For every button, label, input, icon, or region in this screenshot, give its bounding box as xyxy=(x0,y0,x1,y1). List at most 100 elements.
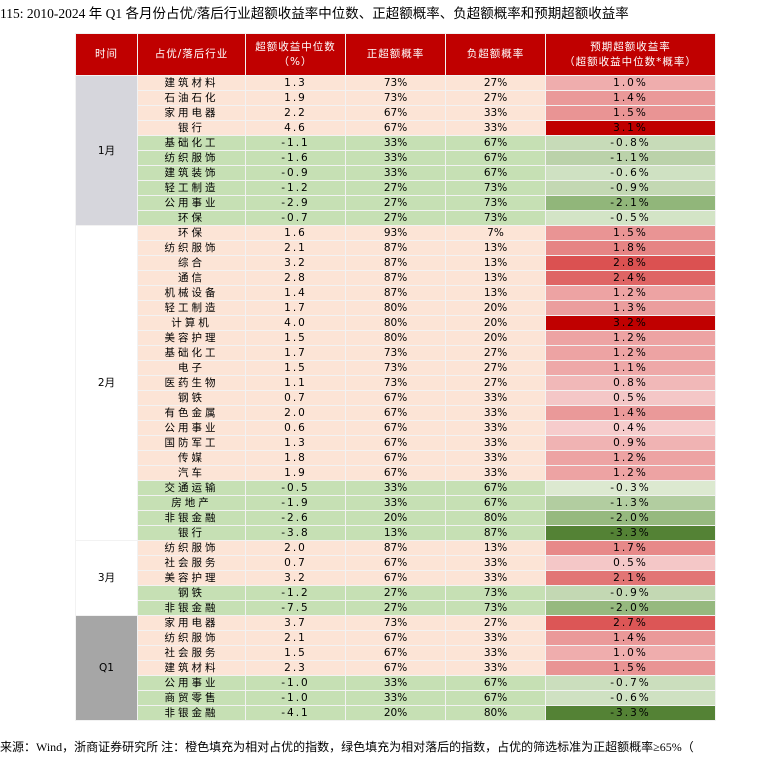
value-cell: 0.8% xyxy=(545,375,716,391)
value-cell: 33% xyxy=(445,450,546,466)
value-cell: 33% xyxy=(345,480,446,496)
industry-cell: 家用电器 xyxy=(137,105,246,121)
value-cell: 3.1% xyxy=(545,120,716,136)
industry-cell: 公用事业 xyxy=(137,675,246,691)
table-row: 公用事业 0.6 67% 33% 0.4% xyxy=(76,420,716,436)
value-cell: -1.1% xyxy=(545,150,716,166)
industry-cell: 美容护理 xyxy=(137,570,246,586)
value-cell: 67% xyxy=(445,480,546,496)
value-cell: 1.6 xyxy=(245,225,346,241)
value-cell: 73% xyxy=(445,210,546,226)
table-row: 银行 -3.8 13% 87% -3.3% xyxy=(76,525,716,541)
value-cell: -1.2 xyxy=(245,180,346,196)
table-row: 环保 -0.7 27% 73% -0.5% xyxy=(76,210,716,226)
table-row: 有色金属 2.0 67% 33% 1.4% xyxy=(76,405,716,421)
industry-cell: 银行 xyxy=(137,525,246,541)
value-cell: 1.1 xyxy=(245,375,346,391)
table-row: 轻工制造 -1.2 27% 73% -0.9% xyxy=(76,180,716,196)
table-row: 社会服务 1.5 67% 33% 1.0% xyxy=(76,645,716,661)
value-cell: -2.9 xyxy=(245,195,346,211)
value-cell: 73% xyxy=(445,585,546,601)
header-line: （超额收益中位数*概率） xyxy=(564,55,697,68)
value-cell: 67% xyxy=(445,165,546,181)
value-cell: 3.2 xyxy=(245,255,346,271)
value-cell: -0.5 xyxy=(245,480,346,496)
table-row: 国防军工 1.3 67% 33% 0.9% xyxy=(76,435,716,451)
value-cell: 33% xyxy=(345,690,446,706)
table-row: 1月 建筑材料 1.3 73% 27% 1.0% xyxy=(75,75,716,226)
value-cell: 1.8 xyxy=(245,450,346,466)
value-cell: 1.4 xyxy=(245,285,346,301)
table-row: 社会服务 0.7 67% 33% 0.5% xyxy=(76,555,716,571)
value-cell: -4.1 xyxy=(245,705,346,721)
value-cell: 67% xyxy=(345,660,446,676)
value-cell: 1.2% xyxy=(545,330,716,346)
value-cell: 1.4% xyxy=(545,90,716,106)
column-header: 时间 xyxy=(75,33,138,76)
value-cell: -0.8% xyxy=(545,135,716,151)
value-cell: 67% xyxy=(445,690,546,706)
value-cell: 67% xyxy=(345,630,446,646)
value-cell: 27% xyxy=(445,90,546,106)
value-cell: 1.5% xyxy=(545,225,716,241)
industry-cell: 环保 xyxy=(137,225,246,241)
value-cell: 33% xyxy=(445,465,546,481)
value-cell: -0.7% xyxy=(545,675,716,691)
value-cell: 73% xyxy=(445,600,546,616)
value-cell: 3.2 xyxy=(245,570,346,586)
value-cell: 80% xyxy=(345,315,446,331)
value-cell: 1.5 xyxy=(245,645,346,661)
value-cell: 33% xyxy=(345,495,446,511)
table-row: 家用电器 2.2 67% 33% 1.5% xyxy=(76,105,716,121)
value-cell: 13% xyxy=(445,270,546,286)
industry-cell: 商贸零售 xyxy=(137,690,246,706)
value-cell: -0.6% xyxy=(545,690,716,706)
value-cell: 13% xyxy=(445,240,546,256)
value-cell: 2.4% xyxy=(545,270,716,286)
value-cell: 33% xyxy=(445,120,546,136)
value-cell: 33% xyxy=(345,150,446,166)
column-header: 预期超额收益率 （超额收益中位数*概率） xyxy=(545,33,716,76)
value-cell: 1.3 xyxy=(245,435,346,451)
value-cell: -0.9% xyxy=(545,585,716,601)
value-cell: 2.7% xyxy=(545,615,716,631)
value-cell: 87% xyxy=(345,540,446,556)
value-cell: 67% xyxy=(345,570,446,586)
data-table: 时间 占优/落后行业 超额收益中位数 （%） 正超额概率 负超额概率 预期超额收益率 （超额收… xyxy=(75,33,716,721)
table-row: 传媒 1.8 67% 33% 1.2% xyxy=(76,450,716,466)
industry-cell: 非银金融 xyxy=(137,600,246,616)
value-cell: 33% xyxy=(345,675,446,691)
value-cell: 13% xyxy=(445,255,546,271)
table-row: 建筑材料 2.3 67% 33% 1.5% xyxy=(76,660,716,676)
value-cell: -0.6% xyxy=(545,165,716,181)
industry-cell: 交通运输 xyxy=(137,480,246,496)
value-cell: 73% xyxy=(445,180,546,196)
industry-cell: 非银金融 xyxy=(137,705,246,721)
value-cell: -7.5 xyxy=(245,600,346,616)
value-cell: 2.8% xyxy=(545,255,716,271)
value-cell: -2.0% xyxy=(545,600,716,616)
industry-cell: 房地产 xyxy=(137,495,246,511)
industry-cell: 机械设备 xyxy=(137,285,246,301)
value-cell: 67% xyxy=(445,150,546,166)
column-header: 占优/落后行业 xyxy=(137,33,246,76)
table-row: 基础化工 -1.1 33% 67% -0.8% xyxy=(76,135,716,151)
industry-cell: 国防军工 xyxy=(137,435,246,451)
value-cell: -3.8 xyxy=(245,525,346,541)
industry-cell: 通信 xyxy=(137,270,246,286)
table-row: 石油石化 1.9 73% 27% 1.4% xyxy=(76,90,716,106)
value-cell: -1.2 xyxy=(245,585,346,601)
value-cell: 2.1 xyxy=(245,240,346,256)
value-cell: 13% xyxy=(445,540,546,556)
value-cell: 73% xyxy=(345,615,446,631)
value-cell: 0.6 xyxy=(245,420,346,436)
industry-cell: 电子 xyxy=(137,360,246,376)
table-row: 房地产 -1.9 33% 67% -1.3% xyxy=(76,495,716,511)
value-cell: 1.8% xyxy=(545,240,716,256)
industry-cell: 纺织服饰 xyxy=(137,240,246,256)
table-row: 汽车 1.9 67% 33% 1.2% xyxy=(76,465,716,481)
table-row: 美容护理 1.5 80% 20% 1.2% xyxy=(76,330,716,346)
value-cell: 2.1 xyxy=(245,630,346,646)
table-row: 钢铁 0.7 67% 33% 0.5% xyxy=(76,390,716,406)
